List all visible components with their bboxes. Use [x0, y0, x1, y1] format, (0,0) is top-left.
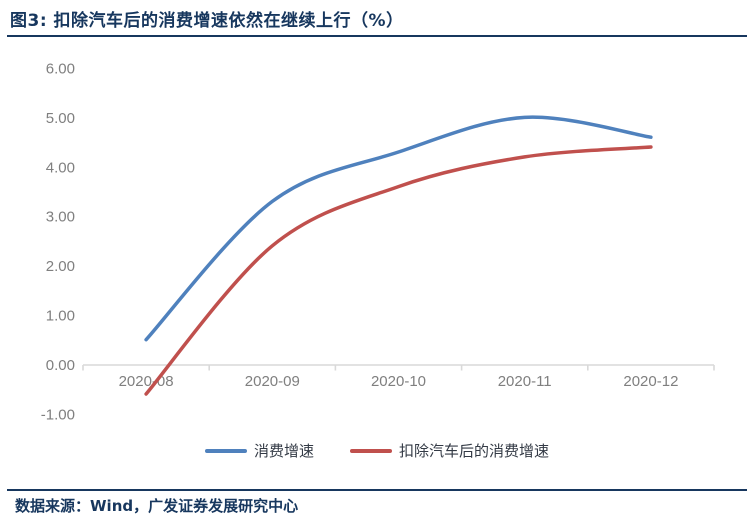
y-axis-tick-label: 4.00: [46, 159, 75, 176]
y-axis-tick-label: 3.00: [46, 209, 75, 226]
y-axis-tick-label: 0.00: [46, 357, 75, 374]
footer-divider: [7, 489, 747, 491]
x-axis-tick-label: 2020-08: [119, 373, 174, 390]
title-divider: [7, 35, 747, 37]
legend-label-ex-auto: 扣除汽车后的消费增速: [399, 442, 550, 460]
data-source: 数据来源：Wind，广发证券发展研究中心: [15, 497, 299, 515]
x-axis-tick-label: 2020-12: [623, 373, 678, 390]
legend-swatch-red-line: [350, 448, 392, 453]
legend-swatch-blue-line: [204, 448, 247, 453]
series-line-consumption: [144, 115, 653, 342]
chart-legend: 消费增速 扣除汽车后的消费增速: [0, 440, 754, 461]
x-axis-tick-label: 2020-09: [245, 373, 300, 390]
y-axis-tick-label: 2.00: [46, 258, 75, 275]
legend-label-consumption: 消费增速: [253, 442, 314, 460]
series-line-ex-auto: [144, 145, 653, 396]
legend-item-consumption: 消费增速: [204, 440, 314, 461]
y-axis-tick-label: -1.00: [41, 406, 75, 423]
line-chart: 6.00 5.00 4.00 3.00 2.00 1.00 0.00 -1.00 2020-08…: [41, 61, 715, 423]
y-axis-tick-label: 1.00: [46, 308, 75, 325]
y-axis-tick-label: 5.00: [46, 110, 75, 127]
legend-item-ex-auto: 扣除汽车后的消费增速: [350, 440, 549, 461]
x-axis-tick-label: 2020-10: [371, 373, 426, 390]
y-axis-tick-label: 6.00: [46, 61, 75, 78]
figure-title: 图3: 扣除汽车后的消费增速依然在继续上行（%）: [10, 11, 404, 31]
x-axis-tick-label: 2020-11: [498, 373, 552, 390]
